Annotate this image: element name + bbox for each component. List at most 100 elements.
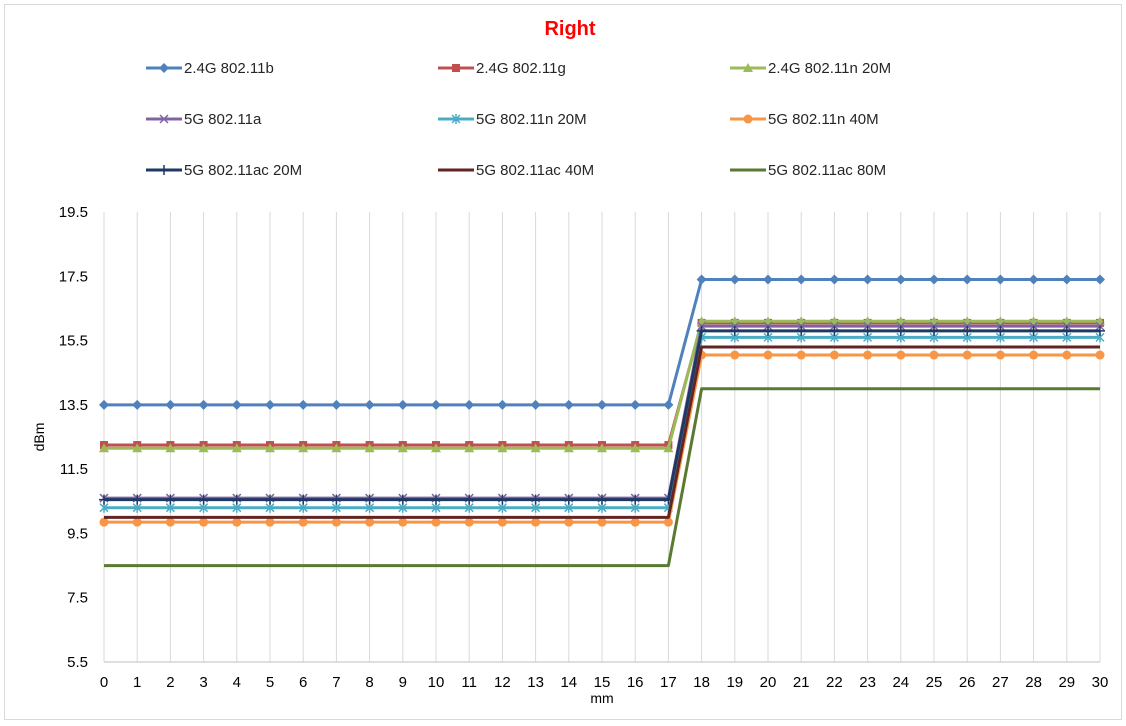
data-point [630,517,640,527]
series-8 [104,345,1100,519]
data-point [597,517,607,527]
data-point [1061,325,1072,336]
data-point [265,517,275,527]
data-point [829,325,840,336]
data-point [265,399,275,410]
x-axis: 0 1 2 3 4 5 6 7 8 9 10 11 12 13 14 15 16 17 18 19 20 21 22 23 24… [100,674,1109,691]
data-point [397,494,408,505]
x-tick-label: 19 [726,674,743,691]
data-point [696,274,707,285]
data-point [663,517,673,527]
data-point [364,494,375,505]
legend-label: 5G 802.11n 40M [768,111,879,128]
y-tick-label: 13.5 [59,397,88,414]
y-tick-label: 15.5 [59,333,88,350]
legend-marker [743,63,753,72]
x-tick-label: 1 [133,674,141,691]
data-point [265,443,275,453]
data-point [1095,274,1105,285]
data-point [231,494,242,505]
data-point [895,325,906,336]
chart-frame [4,4,1122,720]
x-tick-label: 6 [299,674,307,691]
data-point [563,494,574,505]
data-point [364,443,375,453]
x-tick-label: 16 [627,674,644,691]
data-point [298,517,308,527]
data-point [265,494,275,505]
data-point [597,443,607,453]
data-point [1095,325,1105,336]
data-point [1062,350,1072,360]
data-point [796,274,807,285]
x-tick-label: 5 [266,674,274,691]
data-point [597,399,607,410]
x-tick-label: 15 [594,674,611,691]
legend-marker [451,114,461,124]
grid-lines [103,212,1101,663]
legend-item: 5G 802.11a [146,111,262,128]
x-tick-label: 27 [992,674,1009,691]
legend-item: 5G 802.11ac 80M [730,162,886,179]
data-point [165,399,176,410]
x-tick-label: 20 [760,674,777,691]
data-point [530,443,541,453]
data-point [563,443,574,453]
x-tick-label: 14 [560,674,577,691]
data-point [929,274,939,285]
data-point [132,443,143,453]
legend-label: 5G 802.11n 20M [476,111,587,128]
data-point [431,443,441,453]
legend-label: 2.4G 802.11b [184,60,274,77]
data-point [464,517,474,527]
data-point [364,399,375,410]
data-point [331,494,342,505]
data-point [165,517,175,527]
data-point [397,399,408,410]
data-point [1095,350,1105,360]
data-point [231,443,242,453]
data-point [231,399,242,410]
legend: 2.4G 802.11b 2.4G 802.11g 2.4G 802.11n 20M… [146,60,891,179]
data-point [862,274,873,285]
chart-title: Right [544,18,595,40]
data-point [729,325,740,336]
legend-item: 5G 802.11n 20M [438,111,587,128]
data-point [431,494,441,505]
series-6 [99,350,1105,527]
data-point [398,517,408,527]
x-tick-label: 4 [233,674,241,691]
data-point [829,274,840,285]
legend-item: 2.4G 802.11g [438,60,566,77]
data-point [531,517,541,527]
data-point [132,399,143,410]
data-point [763,350,773,360]
data-point [630,443,641,453]
legend-item: 5G 802.11ac 40M [438,162,594,179]
data-point [929,350,939,360]
data-point [729,274,740,285]
data-point [597,494,607,505]
legend-item: 2.4G 802.11n 20M [730,60,891,77]
data-point [497,494,508,505]
data-point [530,494,541,505]
data-point [862,325,873,336]
legend-item: 5G 802.11n 40M [730,111,879,128]
data-point [1029,350,1039,360]
data-point [397,443,408,453]
legend-item: 5G 802.11ac 20M [146,162,302,179]
data-point [896,350,906,360]
data-point [431,517,441,527]
x-tick-label: 30 [1092,674,1109,691]
data-point [962,325,973,336]
data-point [198,399,209,410]
x-tick-label: 8 [365,674,373,691]
legend-marker [159,63,169,73]
data-point [730,350,740,360]
data-point [99,443,109,453]
data-point [962,274,973,285]
series-5 [99,332,1105,513]
data-point [464,443,475,453]
x-tick-label: 2 [166,674,174,691]
